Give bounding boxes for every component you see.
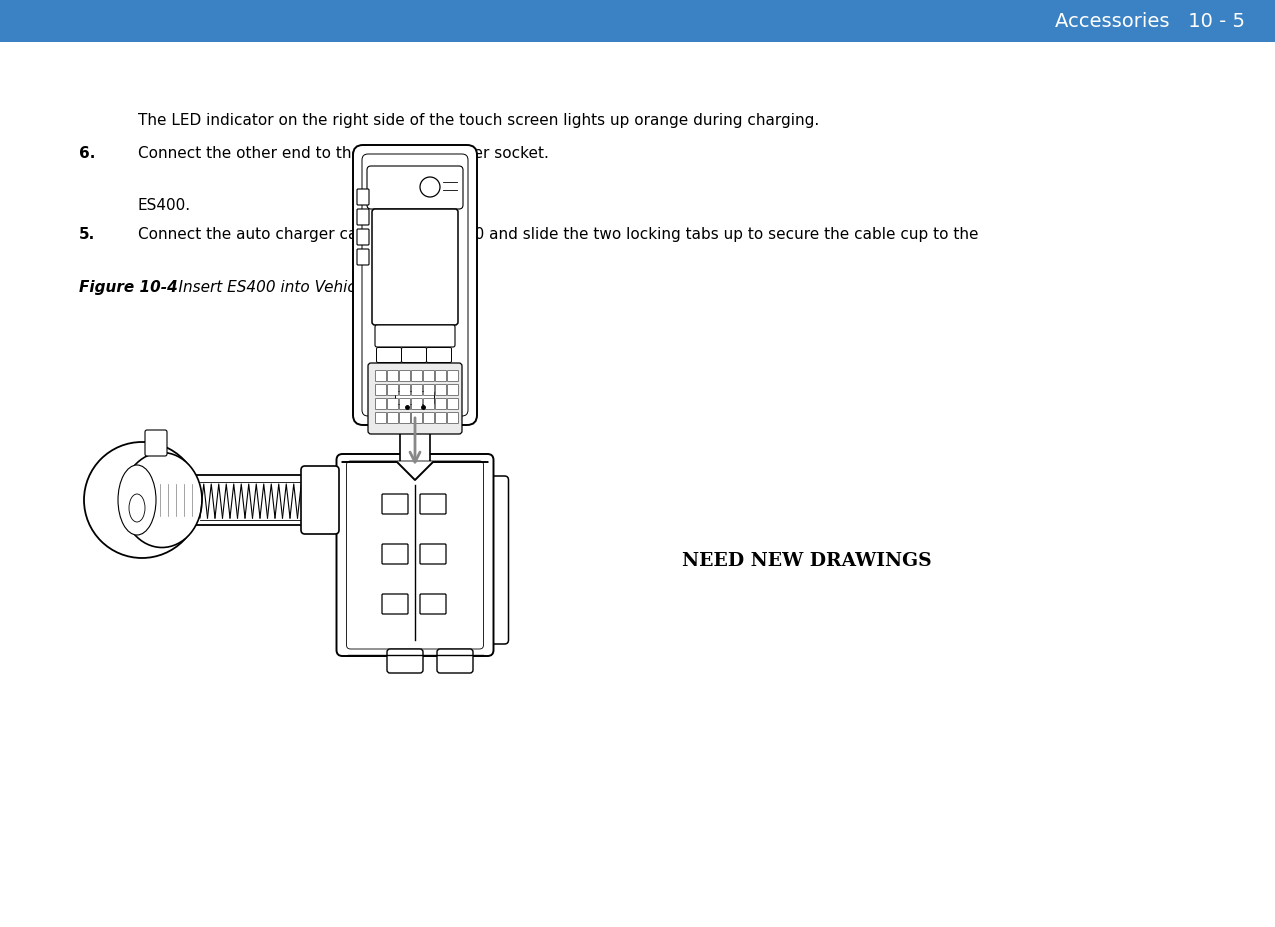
- FancyBboxPatch shape: [437, 649, 473, 673]
- Text: Connect the other end to the cigarette lighter socket.: Connect the other end to the cigarette l…: [138, 146, 548, 161]
- FancyBboxPatch shape: [382, 544, 408, 564]
- Text: ES400.: ES400.: [138, 198, 191, 213]
- FancyBboxPatch shape: [412, 413, 422, 424]
- FancyBboxPatch shape: [376, 371, 386, 382]
- FancyBboxPatch shape: [419, 544, 446, 564]
- FancyBboxPatch shape: [395, 391, 435, 404]
- FancyBboxPatch shape: [427, 348, 451, 362]
- FancyBboxPatch shape: [368, 363, 462, 434]
- FancyBboxPatch shape: [388, 413, 399, 424]
- FancyBboxPatch shape: [436, 385, 446, 396]
- FancyBboxPatch shape: [388, 371, 399, 382]
- FancyBboxPatch shape: [448, 371, 459, 382]
- FancyBboxPatch shape: [145, 430, 167, 456]
- FancyBboxPatch shape: [357, 229, 368, 245]
- FancyBboxPatch shape: [388, 399, 399, 410]
- FancyBboxPatch shape: [448, 413, 459, 424]
- FancyBboxPatch shape: [382, 494, 408, 514]
- Ellipse shape: [122, 452, 201, 548]
- FancyBboxPatch shape: [412, 371, 422, 382]
- FancyBboxPatch shape: [375, 325, 455, 347]
- FancyBboxPatch shape: [382, 594, 408, 614]
- FancyBboxPatch shape: [419, 494, 446, 514]
- FancyBboxPatch shape: [376, 348, 402, 362]
- FancyBboxPatch shape: [376, 399, 386, 410]
- Bar: [0, 0, 1275, 42]
- FancyBboxPatch shape: [412, 385, 422, 396]
- FancyBboxPatch shape: [376, 385, 386, 396]
- FancyBboxPatch shape: [478, 476, 509, 644]
- Text: 6.: 6.: [79, 146, 96, 161]
- Text: The LED indicator on the right side of the touch screen lights up orange during : The LED indicator on the right side of t…: [138, 113, 819, 128]
- Text: Connect the auto charger cable to the ES400 and slide the two locking tabs up to: Connect the auto charger cable to the ES…: [138, 227, 978, 242]
- FancyBboxPatch shape: [399, 413, 411, 424]
- FancyBboxPatch shape: [399, 385, 411, 396]
- FancyBboxPatch shape: [419, 594, 446, 614]
- Text: Insert ES400 into Vehicle Holder: Insert ES400 into Vehicle Holder: [159, 280, 425, 295]
- FancyBboxPatch shape: [423, 385, 435, 396]
- FancyBboxPatch shape: [367, 166, 463, 209]
- FancyBboxPatch shape: [353, 145, 477, 425]
- FancyBboxPatch shape: [362, 154, 468, 416]
- FancyBboxPatch shape: [347, 461, 483, 649]
- FancyBboxPatch shape: [337, 454, 493, 656]
- FancyBboxPatch shape: [399, 399, 411, 410]
- Ellipse shape: [119, 465, 156, 535]
- FancyBboxPatch shape: [372, 209, 458, 325]
- FancyBboxPatch shape: [412, 399, 422, 410]
- FancyBboxPatch shape: [376, 413, 386, 424]
- FancyBboxPatch shape: [436, 413, 446, 424]
- FancyBboxPatch shape: [388, 385, 399, 396]
- Bar: [400, 430, 430, 465]
- FancyBboxPatch shape: [448, 385, 459, 396]
- Text: 5.: 5.: [79, 227, 96, 242]
- FancyBboxPatch shape: [357, 209, 368, 225]
- Ellipse shape: [129, 494, 145, 522]
- FancyBboxPatch shape: [436, 399, 446, 410]
- FancyBboxPatch shape: [402, 348, 427, 362]
- FancyBboxPatch shape: [423, 413, 435, 424]
- FancyBboxPatch shape: [388, 649, 423, 673]
- Text: NEED NEW DRAWINGS: NEED NEW DRAWINGS: [682, 552, 932, 570]
- FancyBboxPatch shape: [357, 189, 368, 205]
- FancyBboxPatch shape: [423, 371, 435, 382]
- FancyBboxPatch shape: [301, 466, 339, 534]
- FancyBboxPatch shape: [436, 371, 446, 382]
- FancyBboxPatch shape: [399, 371, 411, 382]
- FancyBboxPatch shape: [423, 399, 435, 410]
- Text: Figure 10-4: Figure 10-4: [79, 280, 177, 295]
- FancyBboxPatch shape: [357, 249, 368, 265]
- FancyBboxPatch shape: [448, 399, 459, 410]
- FancyBboxPatch shape: [150, 475, 330, 525]
- Text: Accessories   10 - 5: Accessories 10 - 5: [1054, 11, 1244, 31]
